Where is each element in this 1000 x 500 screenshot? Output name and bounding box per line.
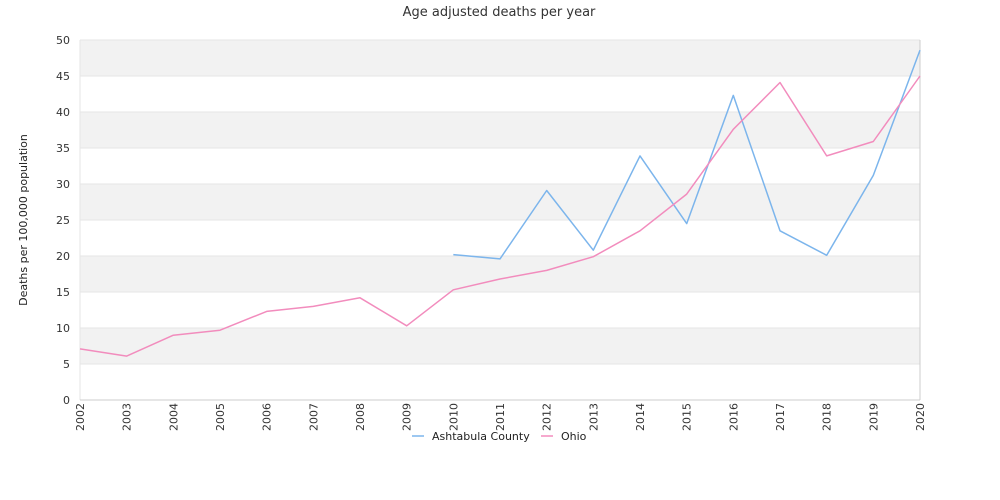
x-tick-label: 2008 [354, 403, 367, 431]
y-tick-label: 50 [56, 34, 70, 47]
chart-title: Age adjusted deaths per year [403, 5, 596, 20]
legend-label: Ashtabula County [432, 430, 530, 443]
x-tick-label: 2006 [261, 403, 274, 431]
x-tick-label: 2002 [74, 403, 87, 431]
y-tick-label: 40 [56, 106, 70, 119]
grid-band [80, 40, 920, 76]
x-tick-label: 2015 [681, 403, 694, 431]
y-axis-ticks: 0 5 10 15 20 25 30 35 40 45 50 [56, 34, 70, 407]
x-tick-label: 2020 [914, 403, 927, 431]
y-tick-label: 45 [56, 70, 70, 83]
y-tick-label: 25 [56, 214, 70, 227]
grid-band [80, 256, 920, 292]
x-axis-ticks: 2002 2003 2004 2005 2006 2007 2008 2009 2010 2011… [74, 403, 927, 431]
y-tick-label: 15 [56, 286, 70, 299]
grid-band [80, 184, 920, 220]
x-tick-label: 2017 [774, 403, 787, 431]
grid-bands [79, 39, 921, 401]
y-tick-label: 35 [56, 142, 70, 155]
y-tick-label: 20 [56, 250, 70, 263]
x-tick-label: 2012 [541, 403, 554, 431]
x-tick-label: 2018 [821, 403, 834, 431]
y-tick-label: 30 [56, 178, 70, 191]
x-tick-label: 2009 [401, 403, 414, 431]
grid-band [80, 112, 920, 148]
series-line-ohio [79, 75, 921, 357]
x-tick-label: 2005 [214, 403, 227, 431]
legend-item-ohio[interactable]: Ohio [541, 430, 587, 443]
x-tick-label: 2010 [447, 403, 460, 431]
x-tick-label: 2003 [121, 403, 134, 431]
series-lines [79, 49, 921, 357]
x-tick-label: 2019 [867, 403, 880, 431]
grid-band [80, 328, 920, 364]
x-tick-label: 2011 [494, 403, 507, 431]
y-tick-label: 5 [63, 358, 70, 371]
x-tick-label: 2014 [634, 403, 647, 431]
legend-item-ashtabula-county[interactable]: Ashtabula County [412, 430, 530, 443]
y-tick-label: 10 [56, 322, 70, 335]
x-tick-label: 2013 [587, 403, 600, 431]
legend[interactable]: Ashtabula County Ohio [412, 430, 587, 443]
x-tick-label: 2007 [307, 403, 320, 431]
x-tick-label: 2004 [167, 403, 180, 431]
series-line-ashtabula-county [453, 49, 921, 260]
x-tick-label: 2016 [727, 403, 740, 431]
legend-label: Ohio [561, 430, 587, 443]
y-tick-label: 0 [63, 394, 70, 407]
y-axis-label: Deaths per 100,000 population [17, 134, 30, 306]
